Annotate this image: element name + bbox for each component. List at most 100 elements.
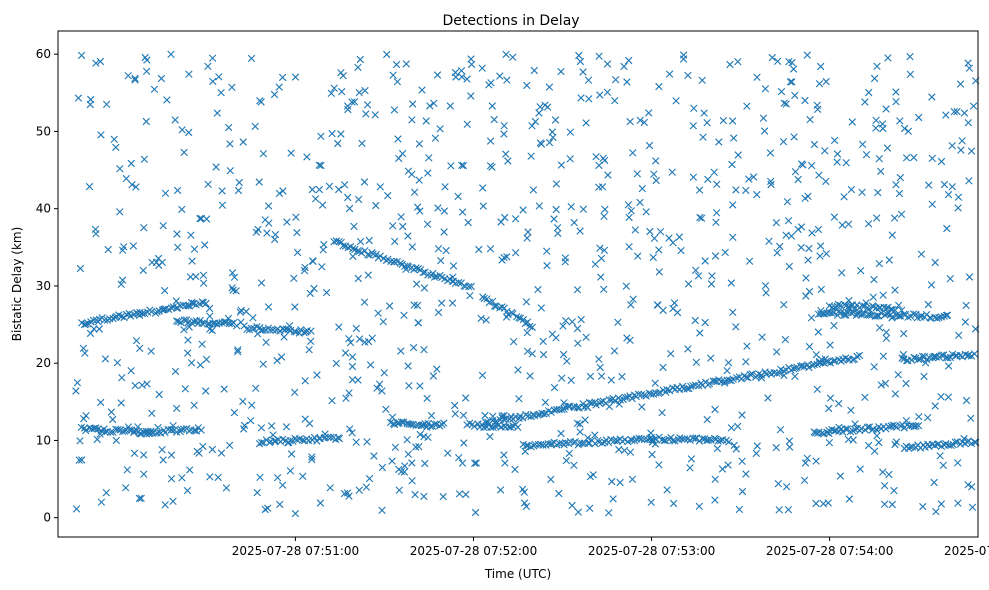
data-point	[608, 477, 616, 486]
data-point	[344, 193, 352, 202]
data-point	[669, 499, 678, 508]
data-point	[467, 60, 476, 69]
data-point	[694, 272, 703, 280]
data-point	[346, 425, 354, 433]
data-point	[168, 426, 176, 434]
data-point	[230, 408, 239, 417]
data-point	[378, 506, 386, 514]
data-point	[683, 384, 691, 393]
data-point	[703, 415, 711, 424]
data-point	[397, 213, 405, 221]
data-point	[418, 86, 426, 94]
data-point	[190, 245, 199, 253]
data-point	[743, 102, 751, 110]
data-point	[449, 262, 458, 270]
data-point	[92, 424, 100, 432]
data-point	[465, 282, 473, 291]
data-point	[442, 246, 450, 255]
data-point	[355, 486, 363, 494]
data-point	[320, 240, 328, 249]
x-tick-label: 2025-07-28 07:54:00	[766, 544, 893, 558]
data-point	[539, 337, 547, 346]
data-point	[217, 449, 226, 457]
y-tick-label: 50	[36, 124, 51, 138]
data-point	[624, 438, 632, 446]
data-point	[355, 88, 363, 97]
data-point	[96, 430, 104, 438]
data-point	[624, 201, 633, 209]
data-point	[215, 73, 223, 81]
data-point	[467, 92, 475, 100]
data-point	[634, 252, 642, 260]
data-point	[433, 365, 441, 373]
data-point	[458, 208, 467, 216]
data-point	[185, 323, 193, 331]
data-point	[82, 320, 90, 328]
data-point	[558, 374, 566, 382]
data-point	[328, 397, 336, 405]
data-point	[395, 154, 403, 163]
data-point	[513, 313, 521, 321]
data-point	[382, 405, 390, 413]
data-point	[889, 421, 897, 429]
data-point	[395, 486, 403, 494]
data-point	[114, 425, 122, 434]
data-point	[514, 423, 522, 431]
data-point	[436, 125, 444, 133]
data-point	[695, 186, 704, 194]
data-point	[116, 165, 124, 173]
data-point	[514, 366, 522, 374]
data-point	[780, 301, 788, 309]
data-point	[873, 432, 881, 440]
data-point	[462, 490, 470, 499]
data-point	[350, 98, 359, 106]
data-point	[557, 67, 565, 76]
data-point	[439, 492, 447, 501]
data-point	[531, 117, 540, 126]
data-point	[777, 87, 786, 96]
data-point	[286, 467, 295, 475]
data-point	[308, 455, 316, 464]
data-point	[698, 435, 707, 443]
data-point	[310, 284, 318, 293]
data-point	[497, 218, 505, 226]
data-point	[502, 50, 510, 59]
data-point	[458, 459, 467, 467]
data-point	[389, 71, 397, 79]
data-point	[701, 318, 709, 327]
data-point	[293, 228, 301, 237]
data-point	[279, 187, 287, 195]
data-point	[919, 502, 927, 511]
data-point	[340, 181, 349, 189]
data-point	[761, 85, 770, 93]
data-point	[521, 447, 529, 456]
data-point	[825, 404, 833, 413]
data-point	[172, 404, 181, 412]
data-point	[640, 118, 648, 127]
data-point	[228, 320, 236, 328]
data-point	[957, 146, 965, 154]
data-point	[729, 233, 737, 241]
data-point	[830, 136, 839, 145]
data-point	[838, 221, 846, 229]
data-point	[600, 212, 608, 220]
data-point	[225, 441, 234, 449]
data-point	[845, 495, 854, 503]
data-point	[460, 439, 468, 447]
data-point	[256, 473, 264, 481]
data-point	[840, 193, 848, 201]
data-point	[965, 177, 973, 185]
data-point	[339, 72, 347, 80]
data-point	[710, 168, 718, 176]
data-point	[547, 475, 555, 484]
data-point	[184, 336, 192, 344]
data-point	[861, 393, 869, 401]
data-point	[551, 116, 560, 124]
data-point	[900, 329, 908, 338]
data-point	[636, 116, 644, 124]
data-point	[458, 73, 466, 81]
data-point	[655, 461, 663, 469]
data-point	[873, 214, 881, 222]
data-point	[826, 341, 834, 349]
